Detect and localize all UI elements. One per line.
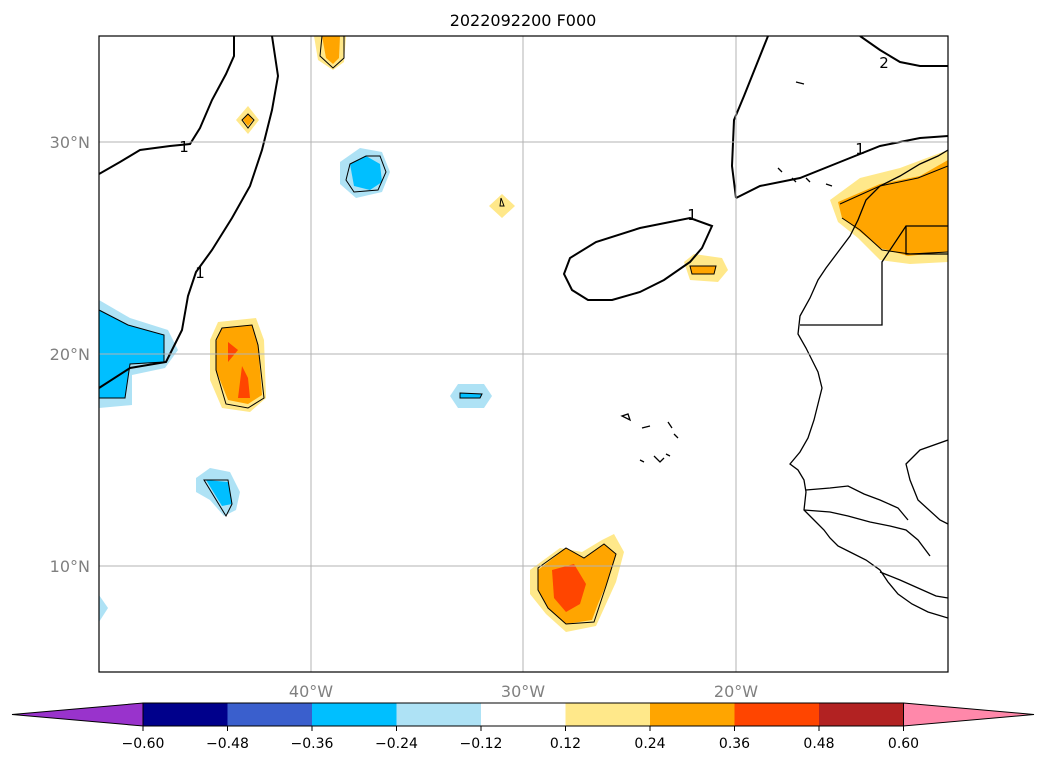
map-frame bbox=[98, 35, 949, 673]
contour-east-2 bbox=[730, 36, 769, 199]
contour-east-1 bbox=[735, 135, 948, 199]
colorbar-box bbox=[143, 703, 228, 726]
lon-label-40w: 40°W bbox=[289, 682, 333, 701]
lat-label-20n: 20°N bbox=[50, 345, 90, 364]
border-west-africa bbox=[905, 439, 948, 525]
colorbar-tick-label: 0.12 bbox=[550, 736, 581, 752]
outline-orange-south bbox=[537, 543, 617, 625]
colorbar-tick-label: 0.36 bbox=[719, 736, 750, 752]
contour-mid-1 bbox=[562, 216, 714, 301]
latitude-labels: 30°N 20°N 10°N bbox=[50, 133, 90, 576]
border-sierra-leone bbox=[879, 571, 948, 599]
map-title: 2022092200 F000 bbox=[450, 11, 597, 30]
colorbar-tick-label: −0.48 bbox=[206, 736, 249, 752]
colorbar-tick-label: −0.24 bbox=[375, 736, 418, 752]
outline-diamond bbox=[241, 113, 255, 129]
contour-label-1: 1 bbox=[179, 138, 189, 156]
africa-coastline bbox=[789, 149, 948, 619]
colorbar-tick-label: −0.12 bbox=[460, 736, 503, 752]
border-mauritania bbox=[905, 226, 948, 255]
border-morocco bbox=[800, 225, 948, 326]
shaded-anomalies bbox=[99, 36, 948, 632]
anomaly-blob-red-south bbox=[552, 564, 586, 612]
outline-orange-top bbox=[319, 36, 345, 69]
outline-orange-west bbox=[215, 324, 265, 409]
colorbar-extend-high bbox=[903, 702, 1035, 727]
map-panel: 1 1 1 1 2 bbox=[98, 35, 949, 673]
anomaly-blob-blue-south-core bbox=[206, 480, 232, 506]
contour-label-5: 2 bbox=[879, 54, 889, 72]
outline-blue-south bbox=[203, 479, 233, 518]
colorbar: −0.60 −0.48 −0.36 −0.24 −0.12 0.12 0.24 0.36 0.4… bbox=[11, 702, 1035, 752]
colorbar-outline bbox=[142, 702, 904, 727]
cape-verde-islands bbox=[620, 413, 679, 463]
colorbar-box bbox=[481, 703, 566, 726]
gridlines bbox=[99, 36, 948, 672]
colorbar-extend-low bbox=[11, 702, 144, 727]
longitude-labels: 40°W 30°W 20°W bbox=[289, 682, 758, 701]
lon-label-20w: 20°W bbox=[714, 682, 758, 701]
colorbar-box bbox=[396, 703, 482, 726]
outline-blue-mid bbox=[459, 392, 483, 399]
anomaly-blob-blue-north-core bbox=[350, 156, 382, 190]
thick-contours bbox=[99, 36, 948, 389]
contour-labels: 1 1 1 1 2 bbox=[179, 54, 889, 282]
anomaly-blob-orange-northeast-core bbox=[838, 160, 948, 256]
contour-label-4: 1 bbox=[855, 140, 865, 158]
contour-east-2b bbox=[859, 36, 948, 67]
colorbar-tick-label: −0.60 bbox=[122, 736, 165, 752]
lat-label-10n: 10°N bbox=[50, 557, 90, 576]
colorbar-tick-label: 0.24 bbox=[634, 736, 665, 752]
contour-label-3: 1 bbox=[687, 206, 697, 224]
colorbar-box bbox=[565, 703, 651, 726]
anomaly-blob-red-west-b bbox=[238, 366, 250, 398]
anomaly-blob-orange-top-core bbox=[322, 36, 340, 64]
anomaly-blob-orange-west-core bbox=[216, 325, 262, 404]
contour-label-2: 1 bbox=[195, 264, 205, 282]
colorbar-box bbox=[819, 703, 904, 726]
border-senegal bbox=[805, 485, 909, 521]
colorbar-box bbox=[227, 703, 313, 726]
contour-west-1b bbox=[99, 36, 280, 389]
anomaly-blob-red-west-a bbox=[228, 342, 238, 362]
colorbar-box bbox=[312, 703, 397, 726]
outline-orange-northeast bbox=[839, 165, 948, 255]
colorbar-tick-label: 0.60 bbox=[888, 736, 919, 752]
anomaly-blob-orange-east bbox=[690, 266, 716, 274]
colorbar-tick-label: −0.36 bbox=[291, 736, 334, 752]
colorbar-box bbox=[734, 703, 820, 726]
colorbar-box bbox=[650, 703, 735, 726]
contour-west-1a bbox=[99, 36, 235, 175]
outline-blue-north bbox=[345, 155, 387, 193]
anomaly-blob-blue-sw bbox=[99, 595, 108, 622]
lat-label-30n: 30°N bbox=[50, 133, 90, 152]
lon-label-30w: 30°W bbox=[501, 682, 545, 701]
border-guinea bbox=[803, 509, 931, 557]
colorbar-tick-label: 0.48 bbox=[803, 736, 834, 752]
outline-orange-east bbox=[689, 265, 717, 275]
outline-yellow-small bbox=[499, 197, 505, 207]
